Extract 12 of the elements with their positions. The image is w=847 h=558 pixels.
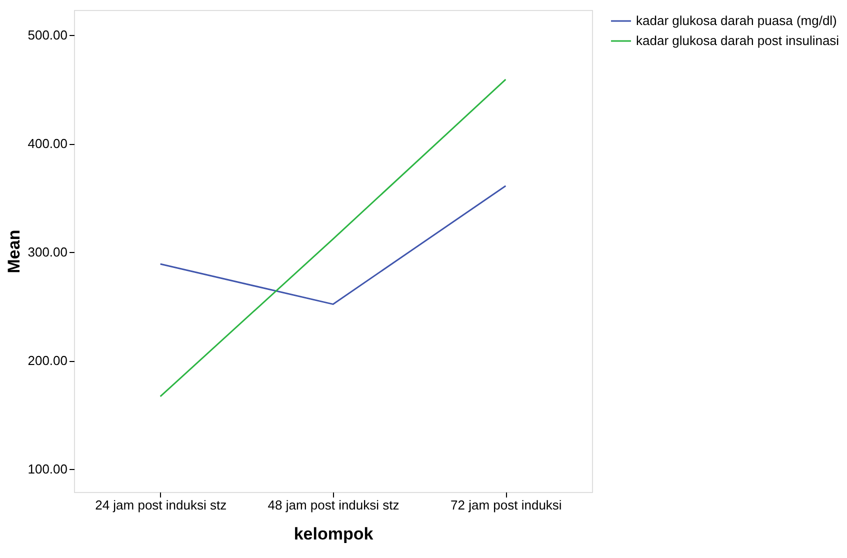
y-tick-label: 400.00 (28, 136, 68, 152)
y-tick-label: 500.00 (28, 27, 68, 42)
x-tick-label: 48 jam post induksi stz (268, 498, 400, 512)
y-tick-label: 200.00 (28, 353, 68, 368)
legend-label: kadar glukosa darah puasa (mg/dl) (636, 13, 837, 28)
legend-label: kadar glukosa darah post insulinasi (636, 33, 840, 48)
x-axis-title: kelompok (294, 524, 374, 544)
x-tick-label: 24 jam post induksi stz (95, 498, 227, 512)
y-axis-title: Mean (4, 230, 24, 274)
y-tick-label: 300.00 (28, 244, 68, 260)
y-tick-label: 100.00 (28, 462, 68, 477)
x-tick-label: 72 jam post induksi (450, 498, 562, 512)
